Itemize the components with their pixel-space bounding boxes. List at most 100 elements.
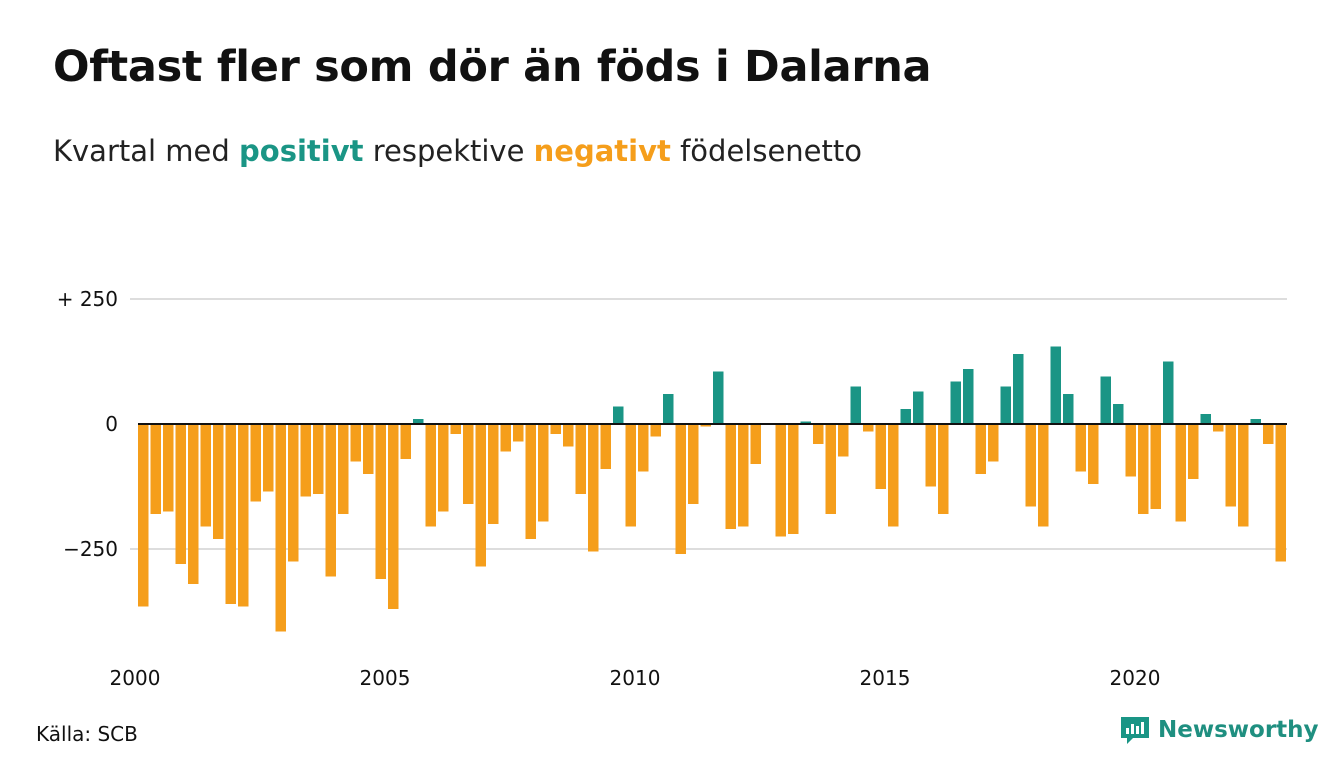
bar xyxy=(738,424,749,527)
gridlines xyxy=(130,298,1287,550)
bar xyxy=(1100,376,1111,424)
newsworthy-logo-icon xyxy=(1121,717,1149,744)
bar xyxy=(1200,414,1211,424)
chart-title: Oftast fler som dör än föds i Dalarna xyxy=(53,42,932,92)
bar xyxy=(450,424,461,434)
bar xyxy=(1175,424,1186,522)
bar xyxy=(788,424,799,534)
bar xyxy=(600,424,611,469)
bar xyxy=(1150,424,1161,509)
bar xyxy=(325,424,336,577)
bar xyxy=(1000,386,1011,424)
bar xyxy=(1275,424,1286,562)
bar xyxy=(363,424,374,474)
x-tick-label: 2010 xyxy=(610,666,661,690)
bar xyxy=(863,424,874,432)
bar xyxy=(338,424,349,514)
bar xyxy=(850,386,861,424)
bars xyxy=(138,346,1286,632)
bar xyxy=(213,424,224,539)
bar xyxy=(375,424,386,579)
bar xyxy=(1025,424,1036,507)
subtitle-text-middle: respektive xyxy=(372,134,525,168)
x-tick-label: 2020 xyxy=(1110,666,1161,690)
bar xyxy=(925,424,936,487)
bar xyxy=(550,424,561,434)
y-tick-label: 0 xyxy=(105,412,118,436)
bar xyxy=(950,381,961,424)
bar xyxy=(750,424,761,464)
bar xyxy=(538,424,549,522)
bar xyxy=(150,424,161,514)
bar xyxy=(275,424,286,632)
bar xyxy=(775,424,786,537)
bar xyxy=(663,394,674,424)
bar xyxy=(1013,354,1024,424)
bar xyxy=(713,371,724,424)
bar xyxy=(1075,424,1086,472)
bar xyxy=(138,424,149,607)
bar xyxy=(313,424,324,494)
bar xyxy=(1213,424,1224,432)
bar xyxy=(488,424,499,524)
subtitle-negative-word: negativt xyxy=(533,134,671,168)
x-tick-label: 2000 xyxy=(110,666,161,690)
bar xyxy=(1238,424,1249,527)
subtitle-text-after: födelsenetto xyxy=(680,134,862,168)
bar xyxy=(188,424,199,584)
bar xyxy=(1138,424,1149,514)
bar xyxy=(513,424,524,442)
bar xyxy=(1050,346,1061,424)
bar xyxy=(800,421,811,424)
bar xyxy=(625,424,636,527)
y-tick-label: + 250 xyxy=(57,287,118,311)
bar xyxy=(675,424,686,554)
bar xyxy=(1063,394,1074,424)
axes: + 250 0 −250 2000 2005 2010 2015 2020 xyxy=(57,287,1287,690)
bar xyxy=(650,424,661,437)
bar xyxy=(1163,361,1174,424)
bar xyxy=(1125,424,1136,477)
bar xyxy=(175,424,186,564)
brand-logo: Newsworthy xyxy=(1118,712,1319,748)
bar xyxy=(1088,424,1099,484)
bar xyxy=(1038,424,1049,527)
bar xyxy=(988,424,999,462)
bar xyxy=(500,424,511,452)
bar xyxy=(263,424,274,492)
bar xyxy=(688,424,699,504)
bar xyxy=(1263,424,1274,444)
bar xyxy=(400,424,411,459)
bar xyxy=(1188,424,1199,479)
bar xyxy=(900,409,911,424)
source-note: Källa: SCB xyxy=(36,722,138,746)
bar xyxy=(475,424,486,567)
bar xyxy=(163,424,174,512)
bar xyxy=(250,424,261,502)
bar xyxy=(838,424,849,457)
bar xyxy=(238,424,249,607)
bar xyxy=(638,424,649,472)
x-tick-label: 2005 xyxy=(360,666,411,690)
y-tick-label: −250 xyxy=(63,537,118,561)
bar xyxy=(875,424,886,489)
bar xyxy=(438,424,449,512)
bar xyxy=(463,424,474,504)
bar xyxy=(700,424,711,427)
bar xyxy=(525,424,536,539)
chart-subtitle: Kvartal med positivt respektive negativt… xyxy=(53,134,862,168)
bar xyxy=(963,369,974,424)
bar xyxy=(575,424,586,494)
bar xyxy=(300,424,311,497)
bar xyxy=(350,424,361,462)
bar xyxy=(200,424,211,527)
bar xyxy=(388,424,399,609)
bar xyxy=(288,424,299,562)
bar xyxy=(825,424,836,514)
bar xyxy=(913,391,924,424)
bar xyxy=(975,424,986,474)
bar xyxy=(1113,404,1124,424)
x-tick-label: 2015 xyxy=(860,666,911,690)
subtitle-positive-word: positivt xyxy=(239,134,364,168)
bar xyxy=(563,424,574,447)
